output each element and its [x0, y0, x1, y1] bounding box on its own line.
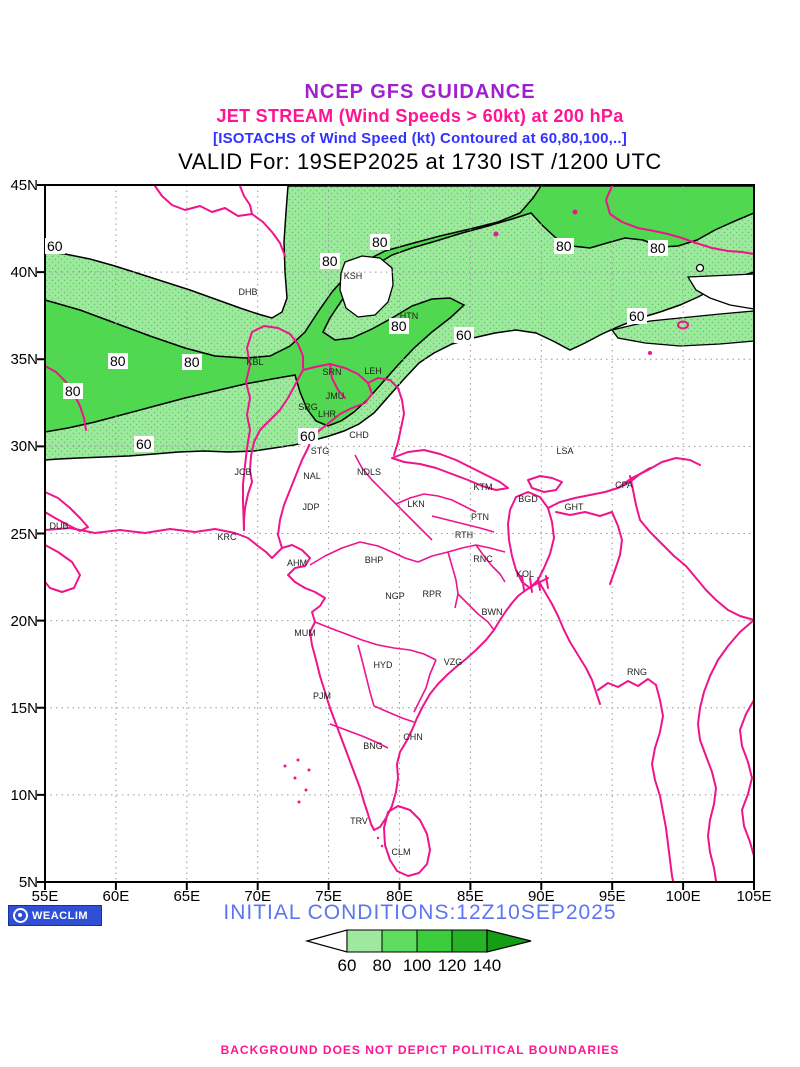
grid-layer: [45, 185, 754, 882]
colorbar-segment-2: [416, 929, 453, 953]
page-subtitle: JET STREAM (Wind Speeds > 60kt) at 200 h…: [216, 106, 624, 126]
srilanka-coastline: [383, 805, 431, 877]
colorbar-right-arrow: [486, 929, 532, 953]
weaclim-logo-text: WEACLIM: [32, 909, 89, 922]
bhutan-border: [527, 475, 563, 493]
white-hole-dot: [695, 263, 705, 273]
state-boundaries: [309, 454, 506, 749]
country-boundaries: [44, 185, 755, 882]
page-title: NCEP GFS GUIDANCE: [304, 81, 536, 103]
isotachs-note: [ISOTACHS of Wind Speed (kt) Contoured a…: [213, 130, 627, 147]
map-frame: [44, 184, 755, 883]
small-islands: [283, 209, 689, 848]
axis-ticks: [37, 184, 755, 890]
valid-time-line: VALID For: 19SEP2025 at 1730 IST /1200 U…: [178, 149, 662, 174]
colorbar-left-arrow: [304, 929, 348, 953]
weaclim-logo: WEACLIM: [8, 905, 102, 926]
nepal-border: [391, 449, 509, 491]
white-hole-ksh: [339, 255, 394, 318]
weaclim-logo-icon: [13, 908, 28, 923]
colorbar: [304, 929, 532, 953]
initial-conditions-line: INITIAL CONDITIONS:12Z10SEP2025: [223, 901, 617, 924]
colorbar-segment-0: [346, 929, 383, 953]
colorbar-segment-3: [451, 929, 488, 953]
colorbar-segment-1: [381, 929, 418, 953]
myanmar-coast: [537, 579, 601, 705]
india-coastline: [281, 544, 549, 831]
disclaimer-text: BACKGROUND DOES NOT DEPICT POLITICAL BOU…: [220, 1043, 620, 1057]
